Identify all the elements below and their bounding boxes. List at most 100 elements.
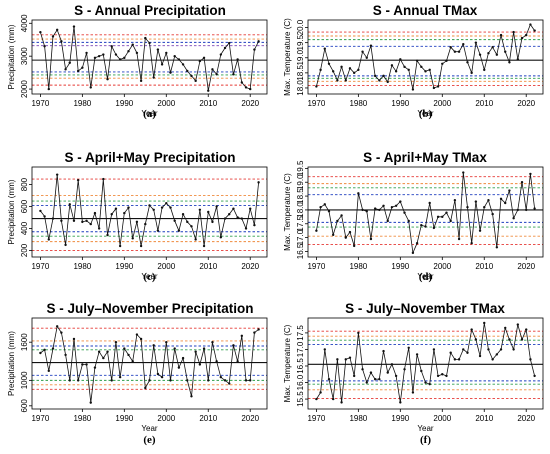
data-point [51, 35, 55, 38]
data-point [93, 56, 97, 60]
series-line [316, 172, 535, 255]
data-point [64, 68, 67, 71]
data-point [428, 68, 431, 72]
data-point [160, 375, 164, 379]
x-tick-label: 2020 [517, 414, 535, 423]
title-region: S [74, 3, 83, 18]
y-tick-label: 18.5 [296, 65, 305, 81]
y-tick-label: 4000 [20, 14, 29, 32]
data-point [144, 36, 147, 40]
data-point [47, 238, 50, 241]
data-point [72, 25, 76, 28]
data-point [436, 374, 440, 378]
data-point [378, 378, 381, 381]
data-point [249, 379, 252, 382]
data-point [508, 338, 511, 341]
y-axis-label: Precipitation (mm) [7, 179, 16, 244]
data-point [89, 401, 92, 404]
x-tick-label: 2010 [199, 414, 217, 423]
data-point [181, 212, 185, 216]
data-point [194, 238, 197, 241]
data-point [474, 41, 478, 44]
data-point [72, 337, 76, 341]
y-tick-label: 18.5 [296, 188, 305, 204]
x-tick-label: 1980 [349, 99, 367, 108]
data-point [474, 200, 478, 203]
data-point [215, 205, 218, 208]
data-point [495, 53, 499, 56]
data-point [127, 353, 130, 357]
data-point [323, 203, 326, 206]
x-tick-label: 1990 [391, 262, 409, 271]
data-point [348, 67, 352, 70]
data-point [148, 379, 151, 382]
data-point [319, 68, 322, 72]
data-point [420, 65, 423, 69]
data-point [462, 348, 465, 351]
data-point [135, 220, 139, 224]
chart-title: S - Annual Precipitation [74, 3, 226, 18]
x-tick-label: 1970 [307, 99, 325, 108]
data-point [533, 29, 536, 32]
data-point [156, 229, 160, 232]
data-point [331, 233, 335, 237]
data-point [382, 74, 385, 78]
panel-label: (e) [143, 434, 156, 446]
data-point [144, 386, 147, 390]
data-point [424, 70, 427, 73]
data-point [499, 33, 503, 37]
x-tick-label: 1970 [31, 99, 49, 108]
data-point [495, 246, 499, 249]
data-point [81, 220, 84, 224]
data-point [244, 86, 248, 89]
data-point [453, 358, 457, 361]
data-point [102, 177, 105, 181]
data-point [236, 360, 239, 363]
data-point [223, 217, 227, 220]
data-point [533, 207, 536, 210]
data-point [357, 192, 360, 195]
data-point [198, 208, 202, 212]
data-point [194, 350, 197, 353]
y-tick-label: 3000 [20, 47, 29, 65]
data-point [386, 371, 389, 374]
data-point [93, 366, 97, 369]
data-point [340, 401, 343, 404]
data-point [432, 348, 436, 351]
y-tick-label: 19.5 [296, 34, 305, 50]
data-point [478, 229, 482, 232]
data-point [165, 51, 168, 55]
data-point [211, 68, 214, 71]
chart-title: S - July–November Precipitation [46, 301, 253, 316]
data-point [236, 58, 239, 61]
data-point [148, 204, 151, 207]
data-point [516, 58, 520, 61]
y-tick-label: 800 [20, 177, 29, 191]
y-tick-label: 20.0 [296, 19, 305, 35]
data-point [219, 236, 223, 239]
data-point [445, 59, 448, 62]
title-text: - July–November TMax [354, 301, 505, 316]
data-point [483, 205, 486, 209]
data-point [207, 210, 210, 214]
data-point [504, 326, 507, 330]
data-point [394, 70, 398, 73]
data-point [462, 42, 465, 46]
data-point [72, 219, 76, 222]
data-point [352, 244, 356, 248]
title-region: S [373, 3, 382, 18]
x-axis-label: Year [417, 109, 434, 118]
data-point [43, 348, 46, 352]
data-point [169, 71, 172, 74]
data-point [131, 43, 134, 46]
data-point [529, 23, 532, 26]
title-region: S [65, 150, 74, 165]
data-point [202, 56, 206, 60]
x-tick-label: 1970 [307, 262, 325, 271]
data-point [186, 379, 189, 382]
series-line [40, 325, 259, 403]
data-point [68, 203, 71, 206]
x-tick-label: 1980 [349, 262, 367, 271]
data-point [449, 45, 452, 49]
data-point [207, 379, 210, 382]
